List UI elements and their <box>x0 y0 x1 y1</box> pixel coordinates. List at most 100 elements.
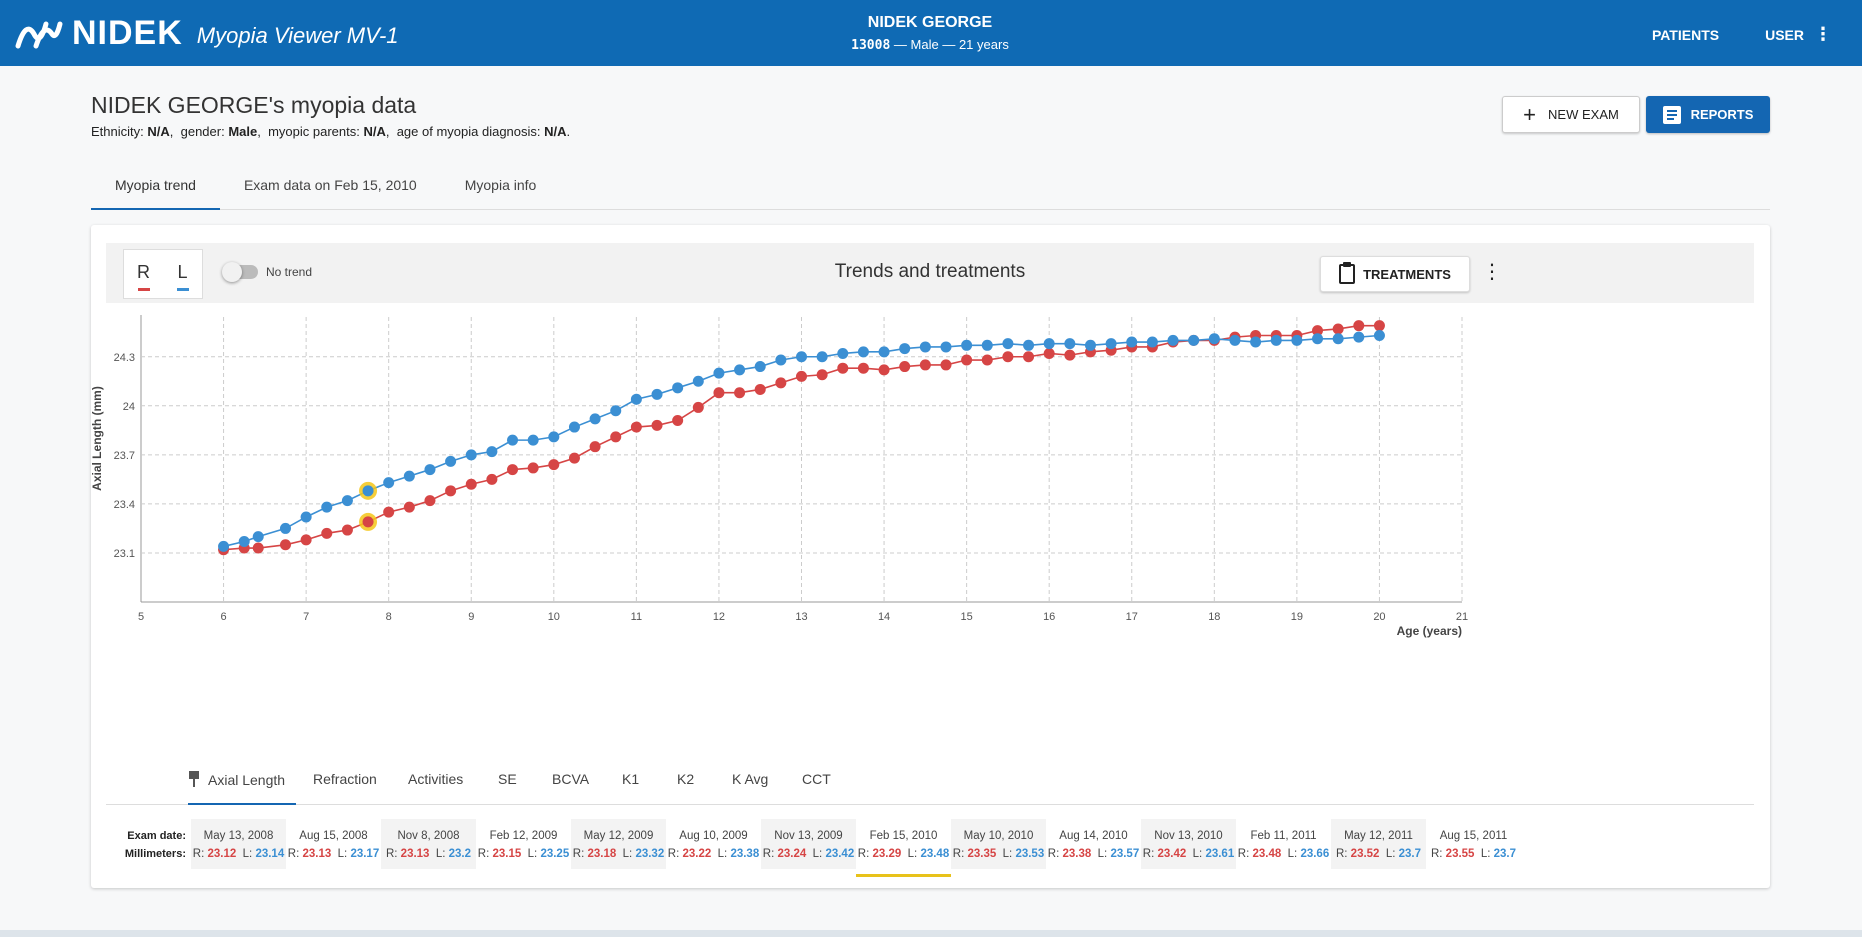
y-tick-label: 23.1 <box>114 548 135 560</box>
parents-label: myopic parents: <box>268 124 360 139</box>
tab-axial-length-label: Axial Length <box>208 772 286 788</box>
l-prefix: L: <box>527 848 538 860</box>
data-point-r <box>857 362 869 374</box>
left-value: 23.2 <box>448 848 472 860</box>
data-point-l <box>1146 336 1158 348</box>
y-tick-label: 23.4 <box>114 499 135 511</box>
tab-k2[interactable]: K2 <box>677 771 695 787</box>
exam-date: Nov 8, 2008 <box>397 830 460 842</box>
chart-more-icon[interactable]: ⋮ <box>1482 261 1502 283</box>
r-prefix: R: <box>1335 848 1348 860</box>
r-prefix: R: <box>857 848 870 860</box>
l-prefix: L: <box>907 848 918 860</box>
trend-toggle[interactable] <box>222 262 258 282</box>
tab-k-avg[interactable]: K Avg <box>732 771 769 787</box>
nidek-logo-icon <box>15 21 63 48</box>
data-point-r <box>919 359 931 371</box>
exam-column[interactable]: Aug 10, 2009 R: 23.22 L: 23.38 <box>666 819 761 869</box>
exam-column[interactable]: May 10, 2010 R: 23.35 L: 23.53 <box>951 819 1046 869</box>
tab-exam-data[interactable]: Exam data on Feb 15, 2010 <box>243 177 417 193</box>
x-tick-label: 14 <box>878 611 890 623</box>
diagnosis-value: N/A <box>544 124 567 139</box>
left-value: 23.32 <box>635 848 665 860</box>
exam-column[interactable]: Nov 8, 2008 R: 23.13 L: 23.2 <box>381 819 476 869</box>
data-point-l <box>961 339 973 351</box>
exam-date: Aug 15, 2008 <box>299 830 368 842</box>
data-point-r <box>548 459 560 471</box>
data-point-l <box>465 449 477 461</box>
data-point-l <box>796 351 807 363</box>
r-prefix: R: <box>1142 848 1155 860</box>
data-point-r <box>1043 347 1055 359</box>
data-point-l <box>1043 338 1055 350</box>
user-menu-button[interactable]: USER ⋮ <box>1765 24 1832 45</box>
data-point-l <box>1188 334 1200 346</box>
exam-column[interactable]: Feb 11, 2011 R: 23.48 L: 23.66 <box>1236 819 1331 869</box>
tab-axial-length[interactable]: Axial Length <box>188 771 296 805</box>
ethnicity-label: Ethnicity: <box>91 124 144 139</box>
app-logo[interactable]: NIDEK Myopia Viewer MV-1 <box>14 14 399 53</box>
tab-cct[interactable]: CCT <box>802 771 831 787</box>
tab-se[interactable]: SE <box>498 771 517 787</box>
x-tick-label: 5 <box>138 611 144 623</box>
tab-activities[interactable]: Activities <box>408 771 464 787</box>
left-value: 23.57 <box>1110 848 1140 860</box>
exam-column[interactable]: May 12, 2011 R: 23.52 L: 23.7 <box>1331 819 1426 869</box>
x-axis-label: Age (years) <box>1397 624 1462 638</box>
exam-column[interactable]: Feb 12, 2009 R: 23.15 L: 23.25 <box>476 819 571 869</box>
data-point-r <box>341 524 353 536</box>
data-point-l <box>1270 334 1282 346</box>
data-point-l <box>362 485 374 497</box>
exam-column[interactable]: Feb 15, 2010 R: 23.29 L: 23.48 <box>856 819 951 877</box>
data-point-r <box>692 401 704 413</box>
eye-right-toggle[interactable]: R <box>124 250 163 298</box>
exam-column[interactable]: Nov 13, 2010 R: 23.42 L: 23.61 <box>1141 819 1236 869</box>
exam-column[interactable]: Aug 15, 2008 R: 23.13 L: 23.17 <box>286 819 381 869</box>
data-point-r <box>568 452 580 464</box>
data-point-r <box>424 495 436 507</box>
exam-column[interactable]: Nov 13, 2009 R: 23.24 L: 23.42 <box>761 819 856 869</box>
page-title: NIDEK GEORGE's myopia data <box>91 92 417 118</box>
exam-values: R: 23.24 L: 23.42 <box>761 845 856 863</box>
exam-column[interactable]: May 12, 2009 R: 23.18 L: 23.32 <box>571 819 666 869</box>
exam-column[interactable]: Aug 14, 2010 R: 23.38 L: 23.57 <box>1046 819 1141 869</box>
right-value: 23.13 <box>400 848 430 860</box>
data-point-l <box>1023 339 1035 351</box>
data-point-r <box>775 377 787 389</box>
tab-bcva[interactable]: BCVA <box>552 771 590 787</box>
data-point-l <box>651 388 663 400</box>
left-value: 23.53 <box>1015 848 1045 860</box>
r-prefix: R: <box>192 848 205 860</box>
data-point-r <box>527 462 539 474</box>
tab-myopia-trend[interactable]: Myopia trend <box>91 170 220 210</box>
r-prefix: R: <box>572 848 585 860</box>
data-point-l <box>486 446 498 458</box>
data-point-l <box>692 375 704 387</box>
axial-length-chart: 5 6 7 8 9 10 11 12 13 14 15 16 17 18 19 20 21 23.1 23.4 23.… <box>91 315 1468 638</box>
exam-values: R: 23.12 L: 23.14 <box>191 845 286 863</box>
left-value: 23.66 <box>1300 848 1330 860</box>
eye-left-toggle[interactable]: L <box>163 250 202 298</box>
data-point-l <box>816 351 828 363</box>
exam-date: Aug 14, 2010 <box>1059 830 1128 842</box>
exam-column[interactable]: Aug 15, 2011 R: 23.55 L: 23.7 <box>1426 819 1521 869</box>
patients-button[interactable]: PATIENTS <box>1651 26 1720 43</box>
reports-button[interactable]: REPORTS <box>1646 96 1770 133</box>
new-exam-button[interactable]: + NEW EXAM <box>1502 96 1640 133</box>
data-point-r <box>796 370 807 382</box>
data-point-l <box>630 393 642 405</box>
tab-k1[interactable]: K1 <box>622 771 640 787</box>
treatments-button[interactable]: TREATMENTS <box>1320 256 1470 292</box>
left-value: 23.7 <box>1493 848 1517 860</box>
tab-refraction[interactable]: Refraction <box>313 771 377 787</box>
data-point-l <box>1353 331 1365 343</box>
l-prefix: L: <box>717 848 728 860</box>
data-point-l <box>672 382 684 394</box>
eye-selector: R L <box>123 249 203 299</box>
data-point-l <box>1002 338 1014 350</box>
right-value: 23.38 <box>1062 848 1092 860</box>
exam-column[interactable]: May 13, 2008 R: 23.12 L: 23.14 <box>191 819 286 869</box>
exam-values: R: 23.55 L: 23.7 <box>1426 845 1521 863</box>
tab-myopia-info[interactable]: Myopia info <box>464 177 537 193</box>
data-point-l <box>713 367 725 379</box>
